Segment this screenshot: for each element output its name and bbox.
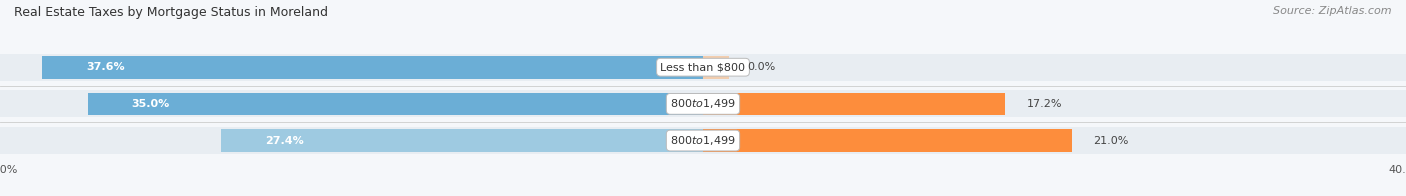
Bar [703, 93, 1005, 115]
Text: 17.2%: 17.2% [1026, 99, 1062, 109]
Text: Real Estate Taxes by Mortgage Status in Moreland: Real Estate Taxes by Mortgage Status in … [14, 6, 328, 19]
Text: 0.0%: 0.0% [747, 62, 775, 72]
Text: $800 to $1,499: $800 to $1,499 [671, 134, 735, 147]
Bar [42, 56, 703, 79]
Bar [0, 90, 1406, 117]
Text: 21.0%: 21.0% [1094, 136, 1129, 146]
Bar [703, 129, 1073, 152]
Text: Source: ZipAtlas.com: Source: ZipAtlas.com [1274, 6, 1392, 16]
Bar [703, 56, 730, 79]
Text: 27.4%: 27.4% [266, 136, 304, 146]
Bar [0, 127, 1406, 154]
Text: $800 to $1,499: $800 to $1,499 [671, 97, 735, 110]
Bar [87, 93, 703, 115]
Text: 35.0%: 35.0% [132, 99, 170, 109]
Bar [222, 129, 703, 152]
Text: 37.6%: 37.6% [86, 62, 125, 72]
Text: Less than $800: Less than $800 [661, 62, 745, 72]
Bar [0, 54, 1406, 81]
